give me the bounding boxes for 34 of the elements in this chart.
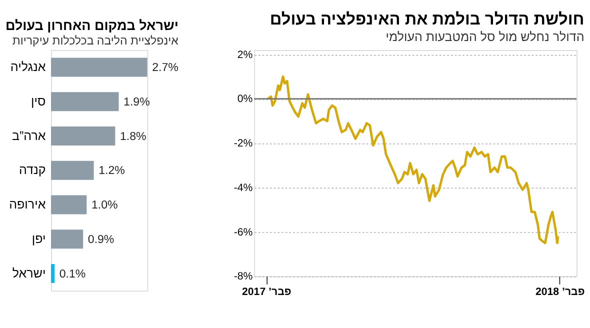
bar [51, 264, 55, 283]
y-tick-label: ארה”ב [12, 128, 46, 143]
line-series [266, 75, 560, 244]
y-tick-label: אירופה [9, 198, 46, 212]
y-tick-label: -2% [234, 138, 254, 150]
bar [51, 92, 119, 112]
x-tick-label: פבר’ 2017 [242, 286, 292, 298]
y-tick-label: אנגליה [10, 60, 46, 74]
data-label: 1.8% [120, 130, 146, 143]
data-label: 1.0% [91, 200, 118, 212]
y-tick-label: סין [31, 94, 46, 108]
x-tick-label: פבר’ 2018 [536, 286, 585, 298]
bar [51, 230, 84, 249]
data-label: 1.2% [98, 165, 125, 178]
y-tick-label: ישראל [12, 266, 46, 280]
chart-title: ישראל במקום האחרון בעולם [6, 18, 178, 33]
data-label: 1.9% [124, 96, 150, 108]
chart-subtitle: הדולר נחלש מול סל המטבעות העולמי [386, 30, 584, 44]
bar [51, 160, 94, 180]
y-tick-label: קנדה [19, 163, 46, 178]
data-label: 0.1% [59, 268, 86, 280]
y-tick-label: -6% [234, 226, 254, 238]
data-label: 0.9% [88, 234, 114, 246]
bar [51, 126, 116, 146]
y-tick-label: 0% [237, 93, 254, 106]
chart-title: חולשת הדולר בולמת את האינפלציה בעולם [270, 10, 584, 29]
bar [51, 58, 148, 77]
y-tick-label: יפן [32, 232, 46, 246]
y-tick-label: -4% [234, 182, 254, 194]
y-tick-label: -8% [234, 270, 254, 283]
chart-subtitle: אינפלציית הליבה בכלכלות עיקריות [12, 34, 180, 48]
bar [51, 195, 87, 214]
y-tick-label: 2% [237, 48, 254, 61]
data-label: 2.7% [152, 62, 178, 74]
